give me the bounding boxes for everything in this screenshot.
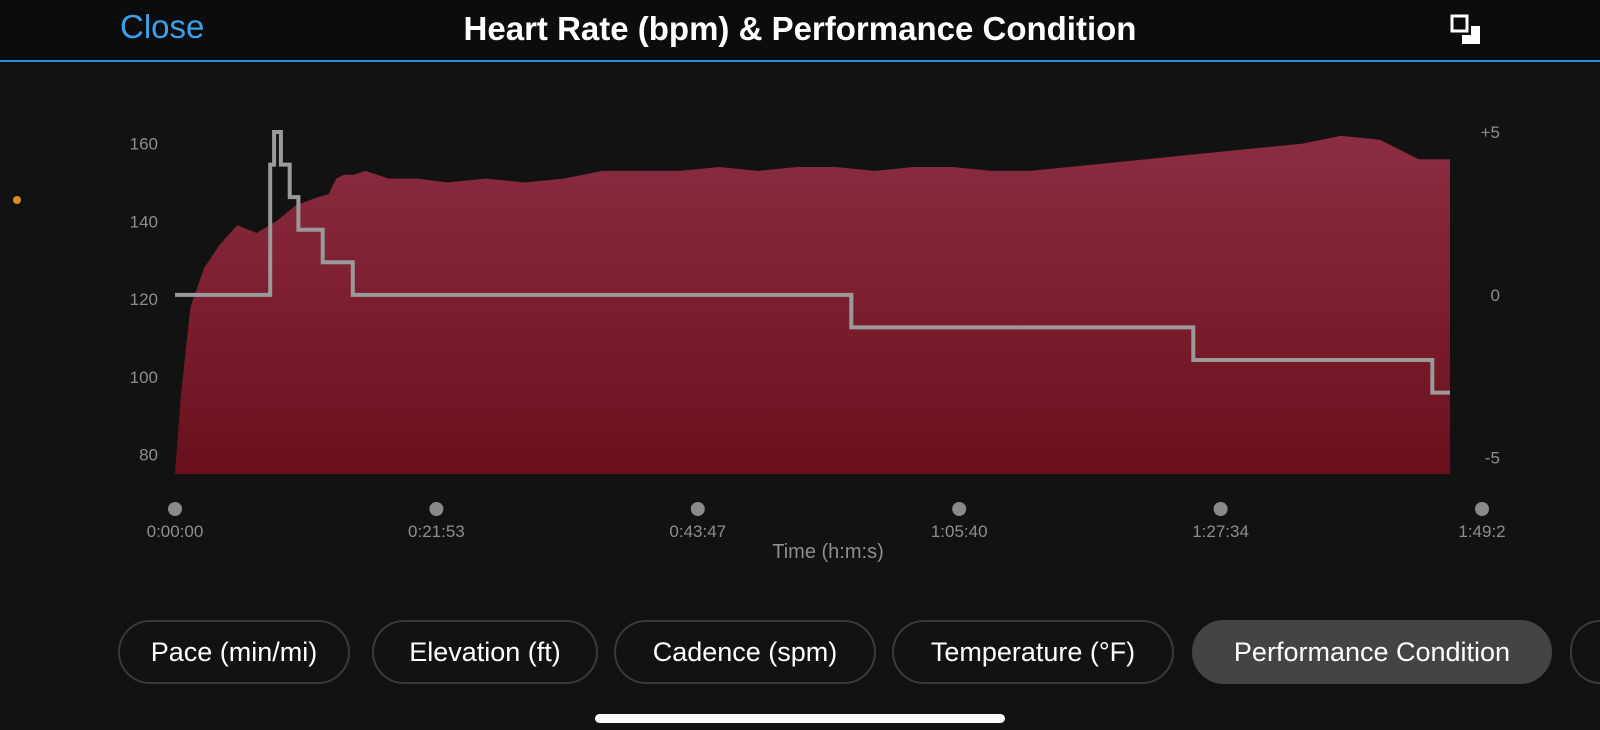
x-tick-dot[interactable] bbox=[690, 502, 705, 516]
side-indicator-dot bbox=[13, 196, 21, 204]
performance-condition-line bbox=[175, 130, 1450, 395]
x-tick-label: 1:05:40 bbox=[931, 522, 988, 541]
x-tick-dot[interactable] bbox=[1213, 502, 1228, 516]
page-title: Heart Rate (bpm) & Performance Condition bbox=[463, 10, 1137, 47]
x-tick-dot[interactable] bbox=[952, 502, 967, 516]
tab-cadence[interactable]: Cadence (spm) bbox=[614, 620, 876, 684]
y-right-tick-label: 0 bbox=[1491, 286, 1500, 305]
x-tick-dot[interactable] bbox=[168, 502, 182, 516]
x-tick-label: 0:43:47 bbox=[669, 522, 726, 541]
x-tick-label: 0:21:53 bbox=[408, 522, 465, 541]
y-right-tick-label: -5 bbox=[1485, 449, 1500, 468]
expand-window-icon[interactable] bbox=[1450, 14, 1482, 46]
tab-temperature[interactable]: Temperature (°F) bbox=[892, 620, 1174, 684]
x-tick-label: 1:49:2 bbox=[1458, 522, 1505, 541]
x-tick-dot[interactable] bbox=[1475, 502, 1489, 516]
heart-rate-area bbox=[175, 135, 1450, 474]
y-left-tick-label: 100 bbox=[130, 368, 158, 387]
x-tick-dot[interactable] bbox=[429, 502, 444, 516]
y-right-tick-label: +5 bbox=[1481, 123, 1500, 142]
y-left-tick-label: 160 bbox=[130, 135, 158, 154]
heart-rate-chart: 160 140 120 100 80 +5 0 -5 0:00:00 0:21:53 0:43:… bbox=[130, 123, 1506, 563]
metric-tabs: Pace (min/mi) Elevation (ft) Cadence (sp… bbox=[0, 620, 1600, 690]
tab-performance-condition[interactable]: Performance Condition bbox=[1192, 620, 1552, 684]
y-left-tick-label: 120 bbox=[130, 290, 158, 309]
tab-elevation[interactable]: Elevation (ft) bbox=[372, 620, 598, 684]
home-indicator bbox=[595, 714, 1005, 723]
x-axis-title: Time (h:m:s) bbox=[772, 541, 883, 563]
y-left-tick-label: 80 bbox=[139, 446, 158, 465]
y-left-tick-label: 140 bbox=[130, 212, 158, 231]
tab-pace[interactable]: Pace (min/mi) bbox=[118, 620, 350, 684]
close-button[interactable]: Close bbox=[120, 8, 205, 45]
tab-next-partial[interactable] bbox=[1570, 620, 1600, 684]
x-tick-label: 1:27:34 bbox=[1192, 522, 1249, 541]
top-bar: Close Heart Rate (bpm) & Performance Con… bbox=[0, 0, 1600, 62]
x-tick-label: 0:00:00 bbox=[147, 522, 204, 541]
